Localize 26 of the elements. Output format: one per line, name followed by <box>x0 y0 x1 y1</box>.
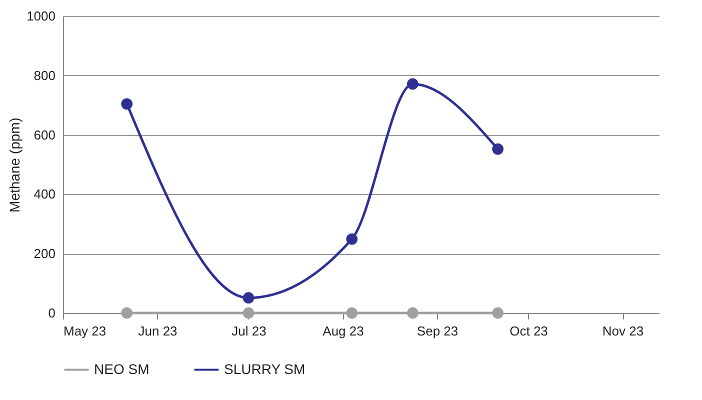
point <box>406 307 418 319</box>
y-axis-title: Methane (ppm) <box>6 118 23 212</box>
point <box>121 98 133 110</box>
x-tick-label: Nov 23 <box>602 324 644 338</box>
point <box>492 307 504 319</box>
point <box>492 143 504 155</box>
x-tick-label: Oct 23 <box>510 324 548 338</box>
x-tick-label: May 23 <box>64 324 106 338</box>
point <box>346 233 358 245</box>
y-tick-label: 400 <box>34 186 56 202</box>
y-tick-label: 1000 <box>26 8 56 24</box>
point <box>406 78 418 90</box>
y-tick-label: 0 <box>48 306 56 320</box>
x-tick-label: Jun 23 <box>138 324 178 338</box>
x-tick-label: Sep 23 <box>416 324 458 338</box>
point <box>121 307 133 319</box>
point <box>242 307 254 319</box>
point <box>346 307 358 319</box>
y-tick-label: 600 <box>34 127 56 142</box>
x-tick-label: Jul 23 <box>232 324 266 338</box>
y-tick-label: 200 <box>34 246 56 262</box>
legend-label: NEO SM <box>94 360 150 377</box>
legend-label: SLURRY SM <box>224 360 306 377</box>
y-tick-label: 800 <box>34 68 56 83</box>
x-tick-label: Aug 23 <box>322 324 364 338</box>
point <box>242 292 254 304</box>
